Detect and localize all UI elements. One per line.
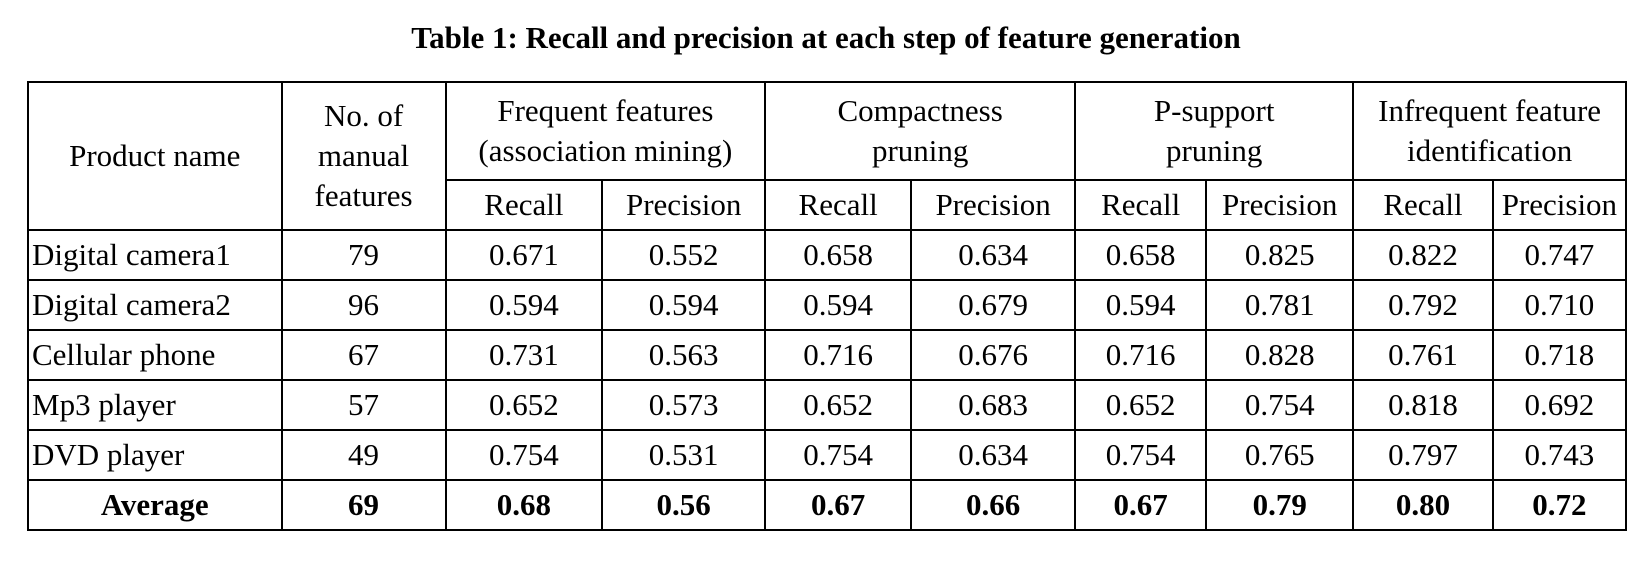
value-cell: 0.72 <box>1491 479 1628 531</box>
value-cell: 0.797 <box>1352 429 1494 481</box>
header-group-line1: Compactness <box>837 93 1003 128</box>
manual-features-cell: 67 <box>280 329 447 381</box>
product-name-cell: Cellular phone <box>27 329 283 381</box>
header-precision: Precision <box>601 179 767 231</box>
header-recall: Recall <box>1352 179 1494 231</box>
header-precision: Precision <box>1491 179 1628 231</box>
value-cell: 0.754 <box>444 429 604 481</box>
value-cell: 0.754 <box>764 429 913 481</box>
value-cell: 0.658 <box>1074 229 1208 281</box>
value-cell: 0.67 <box>764 479 913 531</box>
manual-features-cell: 79 <box>280 229 447 281</box>
value-cell: 0.754 <box>1074 429 1208 481</box>
value-cell: 0.594 <box>764 279 913 331</box>
table-row: Mp3 player 57 0.652 0.573 0.652 0.683 0.… <box>27 379 1628 431</box>
header-group-psupport: P-support pruning <box>1074 81 1355 181</box>
value-cell: 0.79 <box>1205 479 1355 531</box>
manual-features-cell: 69 <box>280 479 447 531</box>
value-cell: 0.658 <box>764 229 913 281</box>
value-cell: 0.828 <box>1205 329 1355 381</box>
value-cell: 0.634 <box>910 229 1077 281</box>
value-cell: 0.743 <box>1491 429 1628 481</box>
table-caption: Table 1: Recall and precision at each st… <box>411 20 1241 55</box>
value-cell: 0.594 <box>601 279 767 331</box>
header-recall: Recall <box>444 179 604 231</box>
header-group-line2: (association mining) <box>478 133 733 168</box>
value-cell: 0.594 <box>1074 279 1208 331</box>
manual-features-cell: 96 <box>280 279 447 331</box>
table-row: Digital camera2 96 0.594 0.594 0.594 0.6… <box>27 279 1628 331</box>
product-name-cell: DVD player <box>27 429 283 481</box>
value-cell: 0.56 <box>601 479 767 531</box>
table-row: Digital camera1 79 0.671 0.552 0.658 0.6… <box>27 229 1628 281</box>
header-recall: Recall <box>764 179 913 231</box>
value-cell: 0.634 <box>910 429 1077 481</box>
value-cell: 0.652 <box>444 379 604 431</box>
value-cell: 0.671 <box>444 229 604 281</box>
value-cell: 0.754 <box>1205 379 1355 431</box>
value-cell: 0.716 <box>1074 329 1208 381</box>
header-row-metrics: Recall Precision Recall Precision Recall… <box>28 179 1628 231</box>
header-manual-features: No. of manual features <box>280 81 447 231</box>
header-precision: Precision <box>1205 179 1355 231</box>
value-cell: 0.679 <box>910 279 1077 331</box>
value-cell: 0.652 <box>1074 379 1208 431</box>
product-name-cell: Digital camera2 <box>27 279 283 331</box>
value-cell: 0.692 <box>1491 379 1628 431</box>
header-manual-line3: features <box>314 178 413 213</box>
value-cell: 0.822 <box>1352 229 1494 281</box>
header-group-frequent: Frequent features (association mining) <box>444 81 767 181</box>
header-manual-line2: manual <box>317 138 410 173</box>
value-cell: 0.781 <box>1205 279 1355 331</box>
header-group-line1: Infrequent feature <box>1378 93 1602 128</box>
value-cell: 0.67 <box>1074 479 1208 531</box>
value-cell: 0.563 <box>601 329 767 381</box>
value-cell: 0.676 <box>910 329 1077 381</box>
value-cell: 0.716 <box>764 329 913 381</box>
manual-features-cell: 49 <box>280 429 447 481</box>
value-cell: 0.731 <box>444 329 604 381</box>
value-cell: 0.68 <box>444 479 604 531</box>
table-row: DVD player 49 0.754 0.531 0.754 0.634 0.… <box>27 429 1628 481</box>
header-manual-line1: No. of <box>323 98 404 133</box>
header-group-line1: Frequent features <box>497 93 714 128</box>
header-group-line1: P-support <box>1153 93 1275 128</box>
value-cell: 0.765 <box>1205 429 1355 481</box>
value-cell: 0.652 <box>764 379 913 431</box>
value-cell: 0.825 <box>1205 229 1355 281</box>
value-cell: 0.80 <box>1352 479 1494 531</box>
table-row: Cellular phone 67 0.731 0.563 0.716 0.67… <box>27 329 1628 381</box>
value-cell: 0.718 <box>1491 329 1628 381</box>
header-group-line2: pruning <box>1165 133 1263 168</box>
product-name-cell: Digital camera1 <box>27 229 283 281</box>
average-row: Average 69 0.68 0.56 0.67 0.66 0.67 0.79… <box>27 479 1628 531</box>
value-cell: 0.594 <box>444 279 604 331</box>
header-group-infrequent: Infrequent feature identification <box>1352 81 1627 181</box>
value-cell: 0.747 <box>1491 229 1628 281</box>
header-group-line2: identification <box>1406 133 1573 168</box>
value-cell: 0.683 <box>910 379 1077 431</box>
header-recall: Recall <box>1074 179 1208 231</box>
product-name-cell: Mp3 player <box>27 379 283 431</box>
header-row-groups: Product name No. of manual features Freq… <box>27 81 1627 231</box>
value-cell: 0.792 <box>1352 279 1494 331</box>
value-cell: 0.573 <box>601 379 767 431</box>
value-cell: 0.66 <box>910 479 1077 531</box>
average-label-cell: Average <box>27 479 283 531</box>
header-product-name: Product name <box>27 81 283 231</box>
header-group-line2: pruning <box>871 133 969 168</box>
header-precision: Precision <box>910 179 1077 231</box>
value-cell: 0.552 <box>601 229 767 281</box>
value-cell: 0.818 <box>1352 379 1494 431</box>
value-cell: 0.761 <box>1352 329 1494 381</box>
value-cell: 0.531 <box>601 429 767 481</box>
manual-features-cell: 57 <box>280 379 447 431</box>
value-cell: 0.710 <box>1491 279 1628 331</box>
header-group-compactness: Compactness pruning <box>764 81 1077 181</box>
results-table: Product name No. of manual features Freq… <box>27 81 1628 531</box>
